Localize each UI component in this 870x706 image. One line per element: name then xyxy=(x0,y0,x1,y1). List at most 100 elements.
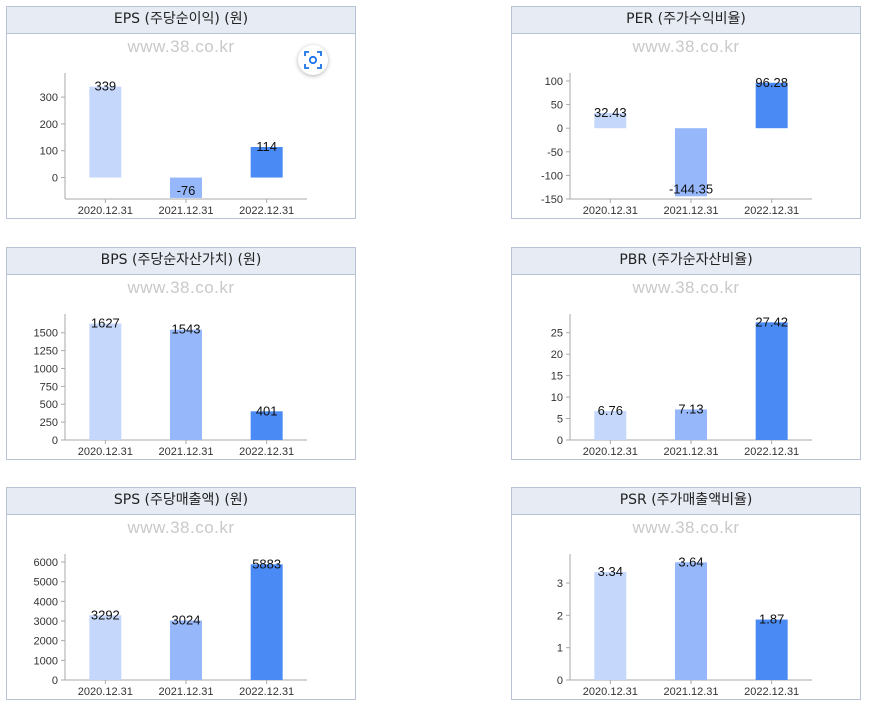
x-tick-label: 2020.12.31 xyxy=(583,686,638,698)
bar xyxy=(250,564,283,680)
chart-title: EPS (주당순이익) (원) xyxy=(7,7,355,34)
y-tick-label: 500 xyxy=(40,399,58,411)
y-tick-label: 2 xyxy=(557,610,563,622)
chart-title: PBR (주가순자산비율) xyxy=(512,248,860,275)
x-tick-label: 2021.12.31 xyxy=(663,686,718,698)
chart-title: PSR (주가매출액비율) xyxy=(512,488,860,515)
data-label: 32.43 xyxy=(594,105,627,120)
watermark: www.38.co.kr xyxy=(127,518,235,537)
y-tick-label: 0 xyxy=(52,173,58,185)
data-label: 96.28 xyxy=(755,75,788,90)
data-label: 1543 xyxy=(172,322,201,337)
y-tick-label: 1000 xyxy=(34,363,58,375)
bar xyxy=(89,615,122,680)
x-tick-label: 2022.12.31 xyxy=(744,205,799,217)
watermark: www.38.co.kr xyxy=(632,278,740,297)
x-tick-label: 2021.12.31 xyxy=(158,446,213,458)
watermark: www.38.co.kr xyxy=(127,278,235,297)
chart-panel-per: PER (주가수익비율) www.38.co.kr -150 -100 -50 0 50… xyxy=(511,6,861,219)
y-tick-label: 50 xyxy=(551,100,563,112)
chart-panel-psr: PSR (주가매출액비율) www.38.co.kr 0 1 2 3 3.34 2020.… xyxy=(511,487,861,700)
x-tick-label: 2021.12.31 xyxy=(158,205,213,217)
chart-title: SPS (주당매출액) (원) xyxy=(7,488,355,515)
x-tick-label: 2020.12.31 xyxy=(78,205,133,217)
bar xyxy=(755,322,788,440)
data-label: 27.42 xyxy=(755,314,788,329)
chart-plot: 0 1 2 3 3.34 2020.12.31 3.64 2021.12.31 1.87 2022… xyxy=(557,554,812,698)
y-tick-label: 25 xyxy=(551,328,563,340)
x-tick-label: 2020.12.31 xyxy=(583,205,638,217)
data-label: 6.76 xyxy=(598,403,623,418)
bar xyxy=(170,329,202,440)
data-label: 7.13 xyxy=(678,401,703,416)
x-tick-label: 2022.12.31 xyxy=(239,205,294,217)
data-label: 114 xyxy=(256,139,277,154)
bar xyxy=(250,411,283,440)
bar xyxy=(675,562,707,680)
chart-panel-pbr: PBR (주가순자산비율) www.38.co.kr 0 5 10 15 20 25 6.7… xyxy=(511,247,861,460)
x-tick-label: 2022.12.31 xyxy=(744,446,799,458)
chart-title: BPS (주당순자산가치) (원) xyxy=(7,248,355,275)
y-tick-label: 750 xyxy=(40,381,58,393)
y-tick-label: 0 xyxy=(52,675,58,687)
y-tick-label: 3000 xyxy=(34,616,58,628)
bar xyxy=(675,128,707,197)
chart-panel-bps: BPS (주당순자산가치) (원) www.38.co.kr 0 250 500 75… xyxy=(6,247,356,460)
y-tick-label: 10 xyxy=(551,392,563,404)
x-tick-label: 2021.12.31 xyxy=(663,205,718,217)
watermark: www.38.co.kr xyxy=(127,37,235,56)
chart-panel-sps: SPS (주당매출액) (원) www.38.co.kr 0 1000 2000 30… xyxy=(6,487,356,700)
x-tick-label: 2020.12.31 xyxy=(78,446,133,458)
data-label: 339 xyxy=(94,79,116,94)
y-tick-label: -100 xyxy=(541,170,563,182)
chart-panel-eps: EPS (주당순이익) (원) www.38.co.kr 0 100 200 300 3… xyxy=(6,6,356,219)
x-tick-label: 2020.12.31 xyxy=(78,686,133,698)
y-tick-label: 6000 xyxy=(34,557,58,569)
bar xyxy=(675,409,707,440)
chart-plot: 0 1000 2000 3000 4000 5000 6000 3292 2020.12.31 3… xyxy=(34,554,307,698)
y-tick-label: 1000 xyxy=(34,655,58,667)
bar xyxy=(89,86,122,178)
bar xyxy=(170,620,202,680)
y-tick-label: 5 xyxy=(557,414,563,426)
watermark: www.38.co.kr xyxy=(632,518,740,537)
data-label: 3292 xyxy=(91,607,120,622)
data-label: -76 xyxy=(177,183,196,198)
data-label: 1.87 xyxy=(759,612,784,627)
data-label: 3.34 xyxy=(598,564,623,579)
y-tick-label: 0 xyxy=(52,435,58,447)
x-tick-label: 2021.12.31 xyxy=(663,446,718,458)
y-tick-label: 0 xyxy=(557,123,563,135)
y-tick-label: -150 xyxy=(541,194,563,206)
data-label: 401 xyxy=(256,403,278,418)
chart-plot: -150 -100 -50 0 50 100 32.43 2020.12.31 -144.35 2… xyxy=(541,73,812,217)
y-tick-label: 1500 xyxy=(34,328,58,340)
y-tick-label: 1 xyxy=(557,643,563,655)
lens-button[interactable] xyxy=(298,45,328,75)
bar xyxy=(594,410,627,440)
y-tick-label: 100 xyxy=(545,76,563,88)
data-label: 3.64 xyxy=(678,554,703,569)
y-tick-label: 3 xyxy=(557,578,563,590)
y-tick-label: 0 xyxy=(557,435,563,447)
bar xyxy=(594,112,627,129)
x-tick-label: 2020.12.31 xyxy=(583,446,638,458)
chart-plot: 0 250 500 750 1000 1250 1500 1627 2020.12.31 1543… xyxy=(34,314,307,458)
data-label: 1627 xyxy=(91,316,120,331)
y-tick-label: 2000 xyxy=(34,636,58,648)
chart-plot: 0 5 10 15 20 25 6.76 2020.12.31 7.13 2021.12.31 27… xyxy=(551,314,812,458)
y-tick-label: 15 xyxy=(551,371,563,383)
lens-icon xyxy=(304,51,322,69)
bar xyxy=(170,177,202,198)
data-label: -144.35 xyxy=(669,181,713,196)
y-tick-label: 1250 xyxy=(34,346,58,358)
x-tick-label: 2022.12.31 xyxy=(239,446,294,458)
x-tick-label: 2021.12.31 xyxy=(158,686,213,698)
bar xyxy=(755,619,788,680)
y-tick-label: 0 xyxy=(557,675,563,687)
y-tick-label: 250 xyxy=(40,417,58,429)
bar xyxy=(89,323,122,440)
x-tick-label: 2022.12.31 xyxy=(239,686,294,698)
y-tick-label: 4000 xyxy=(34,596,58,608)
watermark: www.38.co.kr xyxy=(632,37,740,56)
